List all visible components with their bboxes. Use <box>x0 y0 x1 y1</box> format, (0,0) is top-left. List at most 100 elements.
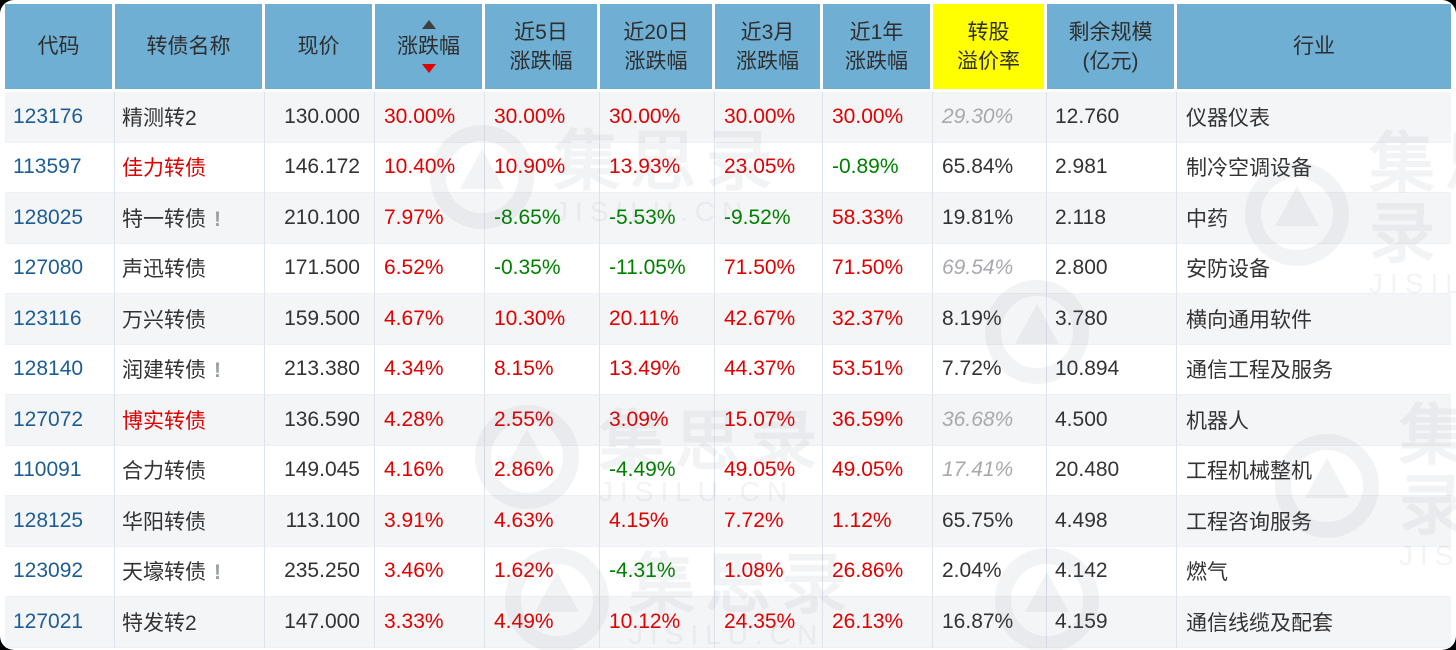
remaining-size-cell-text: 2.981 <box>1055 155 1108 179</box>
column-header-name[interactable]: 转债名称 <box>115 4 265 92</box>
remaining-size-cell: 20.480 <box>1047 445 1177 496</box>
industry-cell-text: 中药 <box>1186 207 1228 231</box>
change-1y-cell: 26.86% <box>823 546 933 597</box>
bond-name-cell: 特发转2 <box>115 597 265 648</box>
premium-rate-cell: 36.68% <box>933 395 1047 446</box>
premium-rate-cell-text: 8.19% <box>942 306 1002 330</box>
bond-code-link[interactable]: 128025 <box>5 193 115 244</box>
change-5d-cell-text: 1.62% <box>494 559 554 583</box>
premium-rate-cell: 8.19% <box>933 294 1047 345</box>
remaining-size-cell: 2.800 <box>1047 243 1177 294</box>
change-5d-cell: 30.00% <box>485 92 600 143</box>
industry-cell: 制冷空调设备 <box>1177 142 1451 193</box>
column-header-label: 涨跌幅 <box>624 49 688 73</box>
premium-rate-cell: 2.04% <box>933 546 1047 597</box>
column-header-size[interactable]: 剩余规模 (亿元) <box>1047 4 1177 92</box>
change-20d-cell: -4.49% <box>600 445 715 496</box>
premium-rate-cell: 29.30% <box>933 92 1047 143</box>
change-1y-cell: 1.12% <box>823 496 933 547</box>
column-header-label: 转债名称 <box>146 35 231 58</box>
change-1y-cell-text: -0.89% <box>832 155 899 179</box>
bond-code-link[interactable]: 127080 <box>5 243 115 294</box>
column-header-industry[interactable]: 行业 <box>1177 4 1451 92</box>
industry-cell: 燃气 <box>1177 546 1451 597</box>
column-header-price[interactable]: 现价 <box>265 4 375 92</box>
price-cell: 147.000 <box>265 597 375 648</box>
change-cell: 4.67% <box>375 294 485 345</box>
change-3m-cell-text: 7.72% <box>724 508 784 532</box>
remaining-size-cell: 4.498 <box>1047 496 1177 547</box>
change-cell: 6.52% <box>375 243 485 294</box>
industry-cell-text: 燃气 <box>1186 561 1228 585</box>
column-header-change-20d[interactable]: 近20日涨跌幅 <box>600 4 715 92</box>
change-1y-cell: 49.05% <box>823 445 933 496</box>
column-header-label: 涨跌幅 <box>845 49 908 73</box>
change-cell: 4.28% <box>375 395 485 446</box>
table-row: 123176 精测转2 130.000 30.00% 30.00% 30.00% 30.00… <box>5 92 1451 143</box>
change-20d-cell-text: 4.15% <box>609 508 669 532</box>
change-20d-cell: 30.00% <box>600 92 715 143</box>
column-header-label: 近20日 <box>623 20 689 44</box>
bond-code-link-text: 113597 <box>13 155 82 179</box>
bond-code-link[interactable]: 128140 <box>5 344 115 395</box>
column-header-label: 涨跌幅 <box>509 49 573 73</box>
change-1y-cell-text: 53.51% <box>832 357 904 381</box>
change-20d-cell-text: 3.09% <box>609 407 669 431</box>
change-1y-cell: -0.89% <box>823 142 933 193</box>
bond-code-link[interactable]: 123092 <box>5 546 115 597</box>
price-cell-text: 149.045 <box>284 458 360 482</box>
industry-cell: 通信工程及服务 <box>1177 344 1451 395</box>
change-5d-cell-text: 2.86% <box>494 458 554 482</box>
column-header-premium[interactable]: 转股 溢价率 <box>933 4 1047 92</box>
price-cell: 136.590 <box>265 395 375 446</box>
change-1y-cell-text: 71.50% <box>832 256 904 280</box>
change-3m-cell-text: 15.07% <box>724 407 796 431</box>
change-1y-cell-text: 1.12% <box>832 508 892 532</box>
change-3m-cell: 49.05% <box>715 445 823 496</box>
change-3m-cell-text: 49.05% <box>724 458 796 482</box>
bond-name-cell-text: 佳力转债 <box>122 157 206 181</box>
column-header-change-5d[interactable]: 近5日涨跌幅 <box>485 4 600 92</box>
change-3m-cell: 44.37% <box>715 344 823 395</box>
change-3m-cell-text: 1.08% <box>724 559 784 583</box>
bond-code-link[interactable]: 127021 <box>5 597 115 648</box>
remaining-size-cell-text: 2.800 <box>1055 256 1108 280</box>
change-3m-cell: 30.00% <box>715 92 823 143</box>
change-5d-cell: 10.90% <box>485 142 600 193</box>
convertible-bond-table: 代码 转债名称 现价 涨跌幅 近5日 涨跌幅 近20日 涨跌幅 近3月 涨跌幅 近1年 涨跌幅 转股 溢价… <box>5 4 1451 648</box>
bond-code-link[interactable]: 113597 <box>5 142 115 193</box>
industry-cell: 工程咨询服务 <box>1177 496 1451 547</box>
change-cell-text: 6.52% <box>384 256 444 280</box>
change-3m-cell: 7.72% <box>715 496 823 547</box>
bond-code-link[interactable]: 127072 <box>5 395 115 446</box>
premium-rate-cell: 7.72% <box>933 344 1047 395</box>
premium-rate-cell: 65.84% <box>933 142 1047 193</box>
change-5d-cell-text: 4.63% <box>494 508 554 532</box>
industry-cell-text: 仪器仪表 <box>1186 106 1270 130</box>
bond-name-cell-text: 华阳转债 <box>122 510 206 534</box>
change-20d-cell: -11.05% <box>600 243 715 294</box>
sort-ascending-icon <box>421 20 436 29</box>
column-header-label: 近1年 <box>849 20 904 44</box>
change-3m-cell: 42.67% <box>715 294 823 345</box>
bond-name-cell: 博实转债 <box>115 395 265 446</box>
change-20d-cell: -5.53% <box>600 193 715 244</box>
bond-code-link[interactable]: 123176 <box>5 92 115 143</box>
bond-code-link[interactable]: 123116 <box>5 294 115 345</box>
change-5d-cell: 10.30% <box>485 294 600 345</box>
change-1y-cell: 26.13% <box>823 597 933 648</box>
price-cell-text: 147.000 <box>284 609 360 633</box>
column-header-change-1y[interactable]: 近1年涨跌幅 <box>823 4 933 92</box>
industry-cell-text: 安防设备 <box>1186 258 1270 282</box>
bond-code-link-text: 123092 <box>13 559 84 583</box>
column-header-code[interactable]: 代码 <box>5 4 115 92</box>
column-header-label: (亿元) <box>1082 49 1139 73</box>
price-cell-text: 159.500 <box>284 306 360 330</box>
bond-code-link[interactable]: 110091 <box>5 445 115 496</box>
premium-rate-cell-text: 17.41% <box>942 458 1014 482</box>
column-header-change-3m[interactable]: 近3月 涨跌幅 <box>715 4 823 92</box>
bond-code-link[interactable]: 128125 <box>5 496 115 547</box>
column-header-label: 近5日 <box>514 20 568 44</box>
column-header-change[interactable]: 涨跌幅 <box>375 4 485 92</box>
bond-name-cell: 特一转债! <box>115 193 265 244</box>
